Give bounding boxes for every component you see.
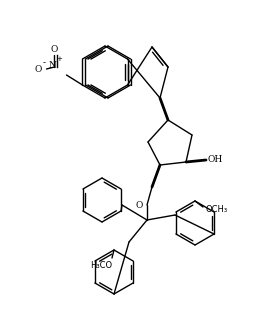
Text: N: N <box>48 61 56 69</box>
Text: H₃CO: H₃CO <box>90 262 112 270</box>
Text: +: + <box>57 56 62 62</box>
Text: -: - <box>43 59 46 67</box>
Text: O: O <box>51 44 58 54</box>
Text: O: O <box>135 200 143 210</box>
Text: OH: OH <box>208 156 223 164</box>
Text: O: O <box>35 64 42 73</box>
Text: OCH₃: OCH₃ <box>205 205 227 214</box>
